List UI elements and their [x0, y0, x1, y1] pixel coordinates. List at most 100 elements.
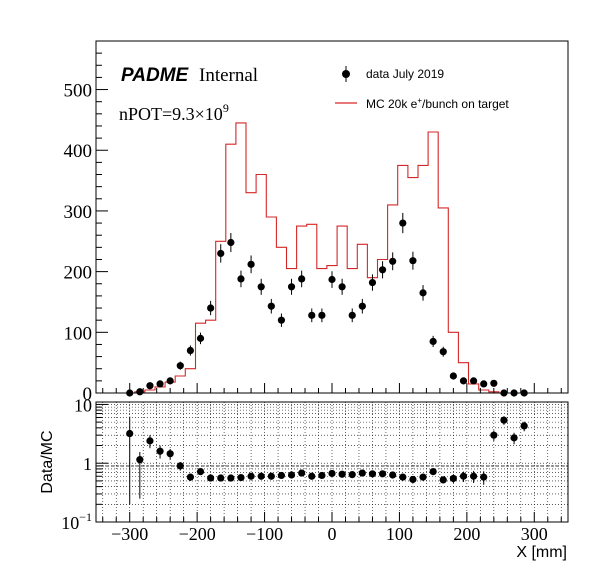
data-point [459, 377, 468, 385]
data-point [470, 377, 478, 385]
bottom-x-axis: −300 −200 −100 0 100 200 300 [102, 512, 562, 544]
ratio-point [368, 470, 377, 478]
data-point [490, 379, 498, 387]
data-point [429, 337, 437, 346]
top-y-tick-label: 200 [64, 263, 93, 284]
ratio-point [146, 437, 154, 445]
bottom-y-tick-label: 10−1 [61, 510, 92, 533]
top-y-axis: 0 100 200 300 400 500 [64, 52, 108, 405]
top-x-ticks [102, 383, 562, 393]
ratio-point [267, 472, 275, 480]
data-point [257, 283, 265, 291]
data-point [156, 380, 164, 388]
ratio-point [156, 447, 164, 455]
bottom-y-tick-exp: −1 [79, 510, 92, 524]
ratio-point [176, 462, 184, 470]
ratio-point [389, 471, 397, 479]
data-point [186, 346, 194, 355]
top-panel: 0 100 200 300 400 500 PADME Internal nPOT=9.3… [64, 40, 569, 405]
padme-logo-internal: Internal [199, 65, 258, 86]
ratio-point [217, 474, 225, 482]
data-point [409, 257, 417, 265]
data-point [227, 238, 235, 247]
data-point [146, 382, 154, 390]
data-point [217, 249, 225, 258]
x-axis-label: X [mm] [516, 544, 567, 561]
top-y-tick-label: 0 [83, 384, 93, 405]
data-point [176, 362, 184, 370]
data-point [237, 275, 245, 283]
ratio-point [358, 469, 366, 477]
ratio-point [439, 476, 447, 484]
legend-data-label: data July 2019 [366, 67, 444, 81]
data-point [247, 260, 255, 268]
data-point [348, 311, 356, 319]
ratio-point [207, 474, 215, 482]
ratio-point [277, 471, 286, 480]
ratio-point [378, 470, 387, 478]
top-y-tick-label: 300 [64, 202, 93, 223]
ratio-point [287, 471, 296, 479]
ratio-point [298, 469, 306, 477]
ratio-point [126, 429, 134, 438]
bottom-y-tick-base: 10 [74, 395, 92, 415]
ratio-point [257, 472, 265, 480]
legend-mc-label-2: /bunch on target [422, 97, 509, 111]
mc-histogram-line [99, 122, 565, 394]
padme-logo-bold: PADME [121, 65, 190, 86]
x-tick-label: −200 [179, 524, 216, 544]
top-y-tick-label: 100 [64, 323, 93, 344]
ratio-point [338, 470, 346, 478]
bottom-y-tick-label: 10 [74, 395, 92, 415]
ratio-point [136, 456, 144, 464]
data-point [419, 289, 427, 297]
ratio-point [520, 422, 528, 430]
ratio-point [237, 473, 245, 482]
data-point [358, 302, 366, 310]
ratio-point [247, 472, 255, 480]
data-point [449, 372, 457, 380]
data-point [368, 278, 377, 287]
ratio-point [470, 472, 478, 480]
data-point [287, 283, 296, 291]
legend-mc-label: MC 20k e+/bunch on target [366, 96, 509, 111]
ratio-series [126, 416, 528, 505]
ratio-point [490, 431, 498, 439]
data-point [207, 304, 215, 312]
bottom-grid [96, 402, 568, 523]
data-point [267, 302, 275, 310]
npot-text: nPOT=9.3×10 [119, 104, 223, 124]
x-tick-label: 100 [386, 524, 413, 544]
x-tick-label: 200 [453, 524, 480, 544]
ratio-point [166, 450, 174, 458]
top-y-tick-label: 400 [64, 141, 93, 162]
bottom-y-tick-base: 1 [83, 454, 92, 474]
data-point [196, 334, 205, 342]
ratio-point [449, 474, 457, 483]
ratio-point [510, 434, 518, 442]
x-tick-label: −300 [111, 524, 148, 544]
npot-annotation: nPOT=9.3×109 [119, 101, 229, 124]
x-tick-label: 300 [521, 524, 548, 544]
ratio-y-label: Data/MC [39, 430, 56, 493]
ratio-point [459, 472, 468, 480]
data-point [328, 275, 336, 284]
ratio-point [227, 474, 235, 482]
data-point [277, 316, 286, 324]
data-point [399, 219, 407, 227]
data-point [298, 275, 306, 283]
data-point [338, 283, 346, 291]
bottom-y-tick-base: 10 [61, 513, 79, 533]
data-point [308, 311, 316, 319]
ratio-point [399, 473, 407, 481]
ratio-point [480, 473, 488, 481]
ratio-point [328, 469, 336, 478]
ratio-point [500, 416, 508, 424]
data-point [480, 380, 488, 388]
ratio-point [409, 475, 417, 484]
